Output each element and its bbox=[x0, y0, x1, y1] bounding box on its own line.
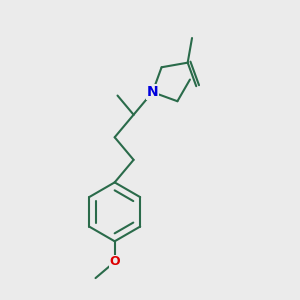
Text: O: O bbox=[110, 255, 120, 268]
Text: N: N bbox=[147, 85, 158, 99]
